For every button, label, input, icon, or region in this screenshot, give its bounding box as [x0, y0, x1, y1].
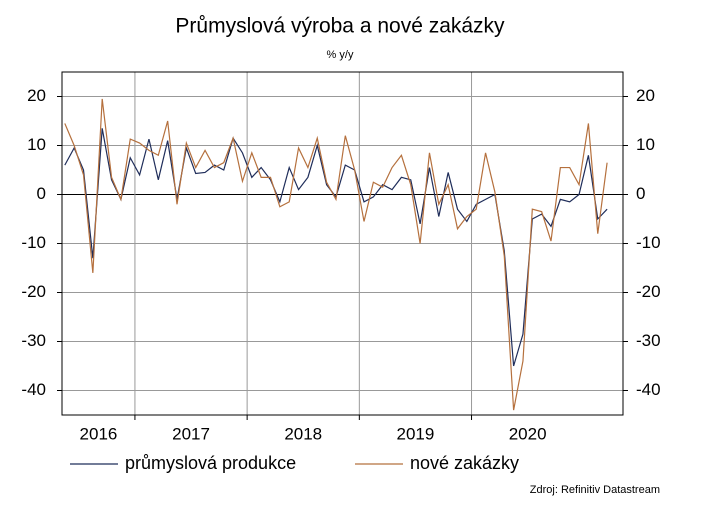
- y-tick-label: 20: [27, 86, 46, 105]
- y2-tick-label: -10: [636, 233, 661, 252]
- legend-label: průmyslová produkce: [125, 453, 296, 473]
- x-tick-label: 2018: [284, 424, 322, 443]
- y-tick-label: 0: [37, 184, 46, 203]
- subtitle: % y/y: [327, 49, 354, 61]
- y-tick-label: -20: [21, 282, 46, 301]
- y2-tick-label: -40: [636, 380, 661, 399]
- y2-tick-label: 10: [636, 135, 655, 154]
- chart-title: Průmyslová výroba a nové zakázky: [175, 15, 505, 38]
- y2-tick-label: 0: [636, 184, 645, 203]
- series-line: [64, 98, 608, 411]
- x-tick-label: 2017: [172, 424, 210, 443]
- x-tick-label: 2020: [509, 424, 547, 443]
- y2-tick-label: 20: [636, 86, 655, 105]
- y-tick-label: -40: [21, 380, 46, 399]
- y-tick-label: -10: [21, 233, 46, 252]
- y-tick-label: -30: [21, 331, 46, 350]
- legend-label: nové zakázky: [410, 453, 519, 473]
- source: Zdroj: Refinitiv Datastream: [530, 484, 660, 496]
- x-tick-label: 2016: [80, 424, 118, 443]
- y-tick-label: 10: [27, 135, 46, 154]
- x-tick-label: 2019: [397, 424, 435, 443]
- plot-frame: [61, 71, 624, 416]
- y2-tick-label: -20: [636, 282, 661, 301]
- y2-tick-label: -30: [636, 331, 661, 350]
